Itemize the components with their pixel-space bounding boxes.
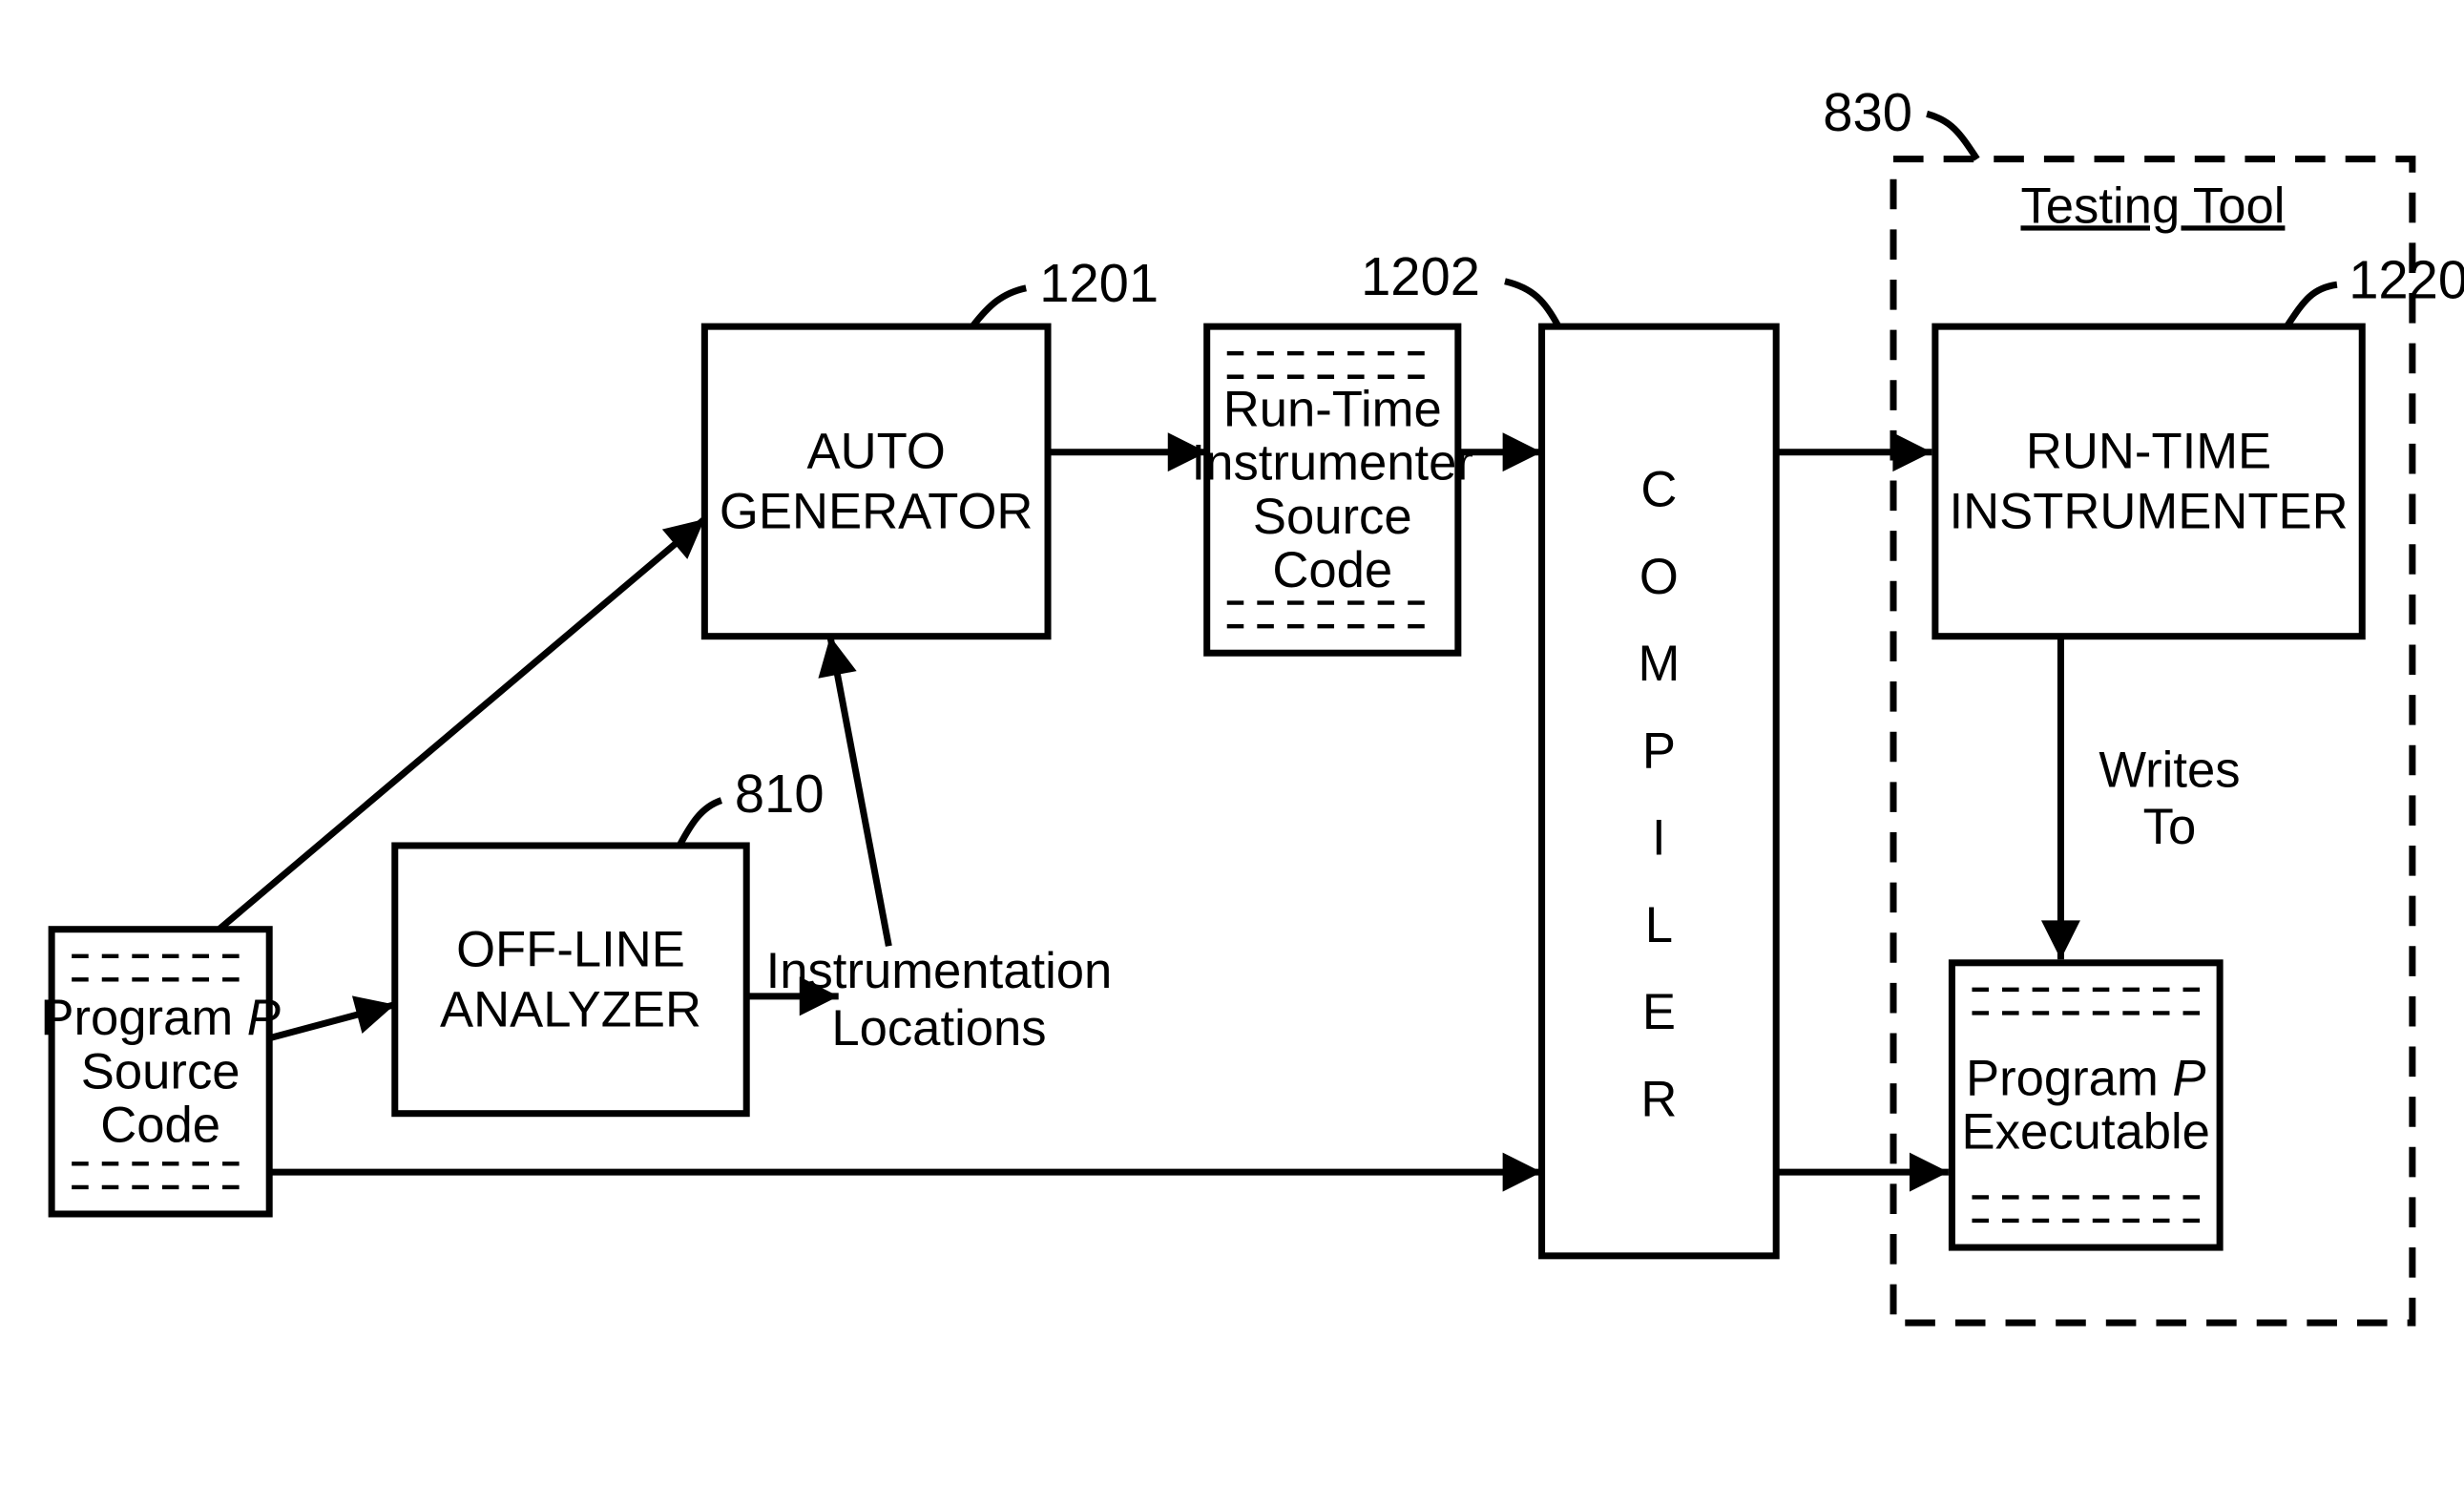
runtime_instrumenter-line-1: INSTRUMENTER [1950, 484, 2349, 540]
compiler-char-1: O [1639, 549, 1679, 605]
ref-830: 830 [1823, 82, 1912, 142]
program_p_source-line-1: Source [81, 1043, 240, 1099]
ref-leader-runtime_instrumenter [2287, 284, 2337, 326]
program_p_source-line-2: Code [100, 1098, 220, 1154]
compiler: COMPILER [1542, 326, 1777, 1256]
compiler-char-0: C [1640, 462, 1677, 518]
ref-1201: 1201 [1039, 253, 1159, 313]
program_p_source-line-0: Program P [40, 990, 281, 1046]
testing-tool-title: Testing Tool [2020, 178, 2285, 234]
instr_locations-line-1: Locations [831, 1000, 1046, 1057]
program_p_exec-line-0: Program P [1966, 1050, 2206, 1106]
ref-leader-offline_analyzer [679, 801, 721, 846]
runtime_src-line-0: Run-Time [1223, 382, 1442, 438]
runtime_src-line-2: Source [1253, 489, 1412, 545]
auto_generator: AUTOGENERATOR [704, 326, 1048, 637]
ref-1202: 1202 [1361, 246, 1480, 306]
ref-leader-testing_tool [1927, 114, 1977, 158]
program_p_exec-line-1: Executable [1962, 1104, 2210, 1161]
program_p_exec: Program PExecutable [1952, 963, 2220, 1247]
compiler-char-6: E [1642, 984, 1676, 1040]
compiler-char-3: P [1642, 722, 1676, 779]
edge-program_p_source-to-offline_analyzer [269, 1005, 395, 1038]
runtime_src-line-3: Code [1272, 542, 1392, 598]
runtime_src: Run-TimeInstrumenterSourceCode [1192, 326, 1473, 653]
ref-810: 810 [735, 764, 825, 824]
auto_generator-line-0: AUTO [807, 423, 946, 479]
edge-instr_locations-to-auto_generator [830, 637, 888, 947]
runtime_instrumenter-line-0: RUN-TIME [2026, 423, 2271, 479]
writes_to-line-1: To [2143, 799, 2197, 855]
offline_analyzer: OFF-LINEANALYZER [395, 846, 746, 1114]
compiler-char-4: I [1652, 810, 1666, 867]
compiler-char-5: L [1645, 897, 1673, 953]
program_p_source: Program PSourceCode [40, 930, 281, 1214]
ref-1220: 1220 [2349, 249, 2464, 309]
ref-leader-compiler [1505, 282, 1558, 326]
auto_generator-line-1: GENERATOR [720, 484, 1033, 540]
writes_to: WritesTo [2099, 743, 2240, 856]
offline_analyzer-line-1: ANALYZER [440, 981, 701, 1037]
compiler-char-2: M [1638, 636, 1680, 692]
offline_analyzer-line-0: OFF-LINE [456, 921, 685, 977]
instr_locations-line-0: Instrumentation [766, 943, 1113, 999]
writes_to-line-0: Writes [2099, 743, 2240, 799]
runtime_instrumenter: RUN-TIMEINSTRUMENTER [1935, 326, 2362, 637]
instr_locations: InstrumentationLocations [766, 943, 1113, 1057]
runtime_src-line-1: Instrumenter [1192, 435, 1473, 492]
ref-leader-auto_generator [972, 288, 1026, 326]
compiler-char-7: R [1640, 1071, 1677, 1127]
